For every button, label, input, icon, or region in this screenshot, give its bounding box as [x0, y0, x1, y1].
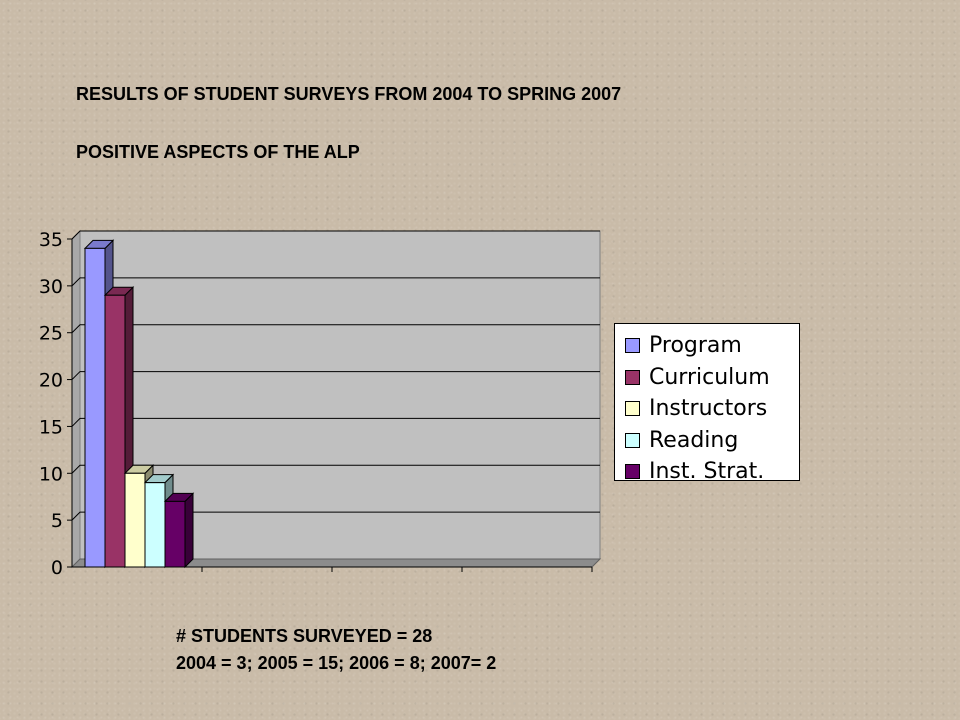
y-tick-label: 5: [51, 510, 63, 532]
bar-front: [144, 482, 166, 568]
gridline: [71, 324, 600, 334]
legend-swatch: [625, 369, 640, 385]
y-tick-label: 10: [39, 463, 63, 485]
legend-swatch: [625, 432, 640, 448]
bar-front: [84, 247, 106, 568]
chart-subtitle: POSITIVE ASPECTS OF THE ALP: [76, 142, 360, 162]
legend-swatch: [625, 338, 640, 354]
gridline: [71, 371, 600, 380]
legend-label: Program: [649, 333, 742, 359]
legend-label: Inst. Strat.: [649, 459, 765, 485]
legend-item-inst-strat: Inst. Strat.: [625, 456, 799, 488]
y-tick-label: 30: [39, 276, 63, 298]
legend-swatch: [625, 464, 640, 480]
gridline: [71, 417, 600, 427]
chart-title: RESULTS OF STUDENT SURVEYS FROM 2004 TO …: [76, 84, 622, 104]
chart-legend: Program Curriculum Instructors Reading I…: [614, 323, 800, 484]
legend-item-program: Program: [625, 330, 799, 362]
legend-swatch: [625, 401, 640, 417]
legend-label: Reading: [649, 427, 739, 453]
yearly-breakdown-text: 2004 = 3; 2005 = 15; 2006 = 8; 2007= 2: [176, 653, 497, 673]
bar-front: [104, 294, 126, 568]
legend-item-reading: Reading: [625, 425, 799, 457]
y-tick-label: 25: [39, 323, 63, 345]
y-tick-label: 20: [39, 370, 63, 392]
gridline: [71, 464, 600, 474]
gridline: [71, 277, 600, 287]
gridline: [71, 511, 600, 521]
gridline: [71, 230, 600, 240]
survey-summary: # STUDENTS SURVEYED = 28 2004 = 3; 2005 …: [176, 623, 496, 677]
students-surveyed-text: # STUDENTS SURVEYED = 28: [176, 626, 433, 646]
bar-side: [184, 492, 194, 569]
legend-item-curriculum: Curriculum: [625, 362, 799, 394]
legend-label: Curriculum: [649, 364, 770, 390]
bar-front: [124, 472, 146, 568]
bar-inst-strat: [163, 492, 195, 569]
legend-item-instructors: Instructors: [625, 393, 799, 425]
y-tick-label: 35: [39, 229, 63, 251]
y-tick-label: 15: [39, 416, 63, 438]
legend-label: Instructors: [649, 396, 768, 422]
bar-front: [164, 500, 186, 568]
y-tick-label: 0: [51, 557, 63, 579]
